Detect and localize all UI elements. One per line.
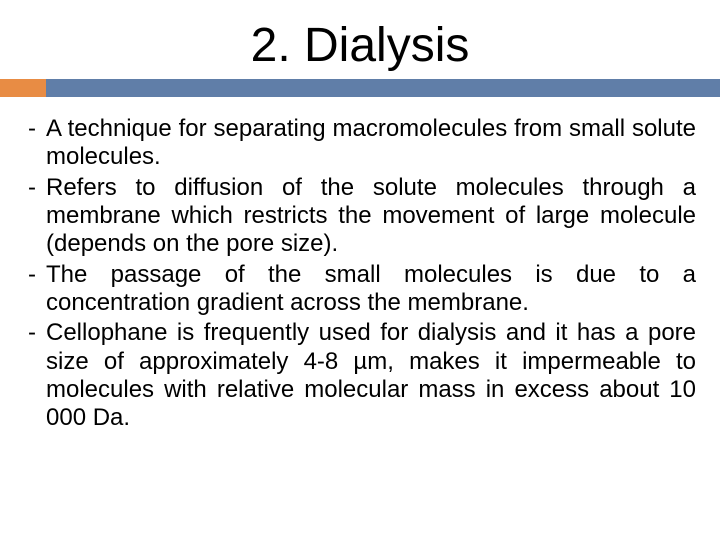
slide-title: 2. Dialysis bbox=[0, 0, 720, 79]
accent-bar bbox=[0, 79, 720, 97]
list-item: Refers to diffusion of the solute molecu… bbox=[24, 174, 696, 259]
bullet-list: A technique for separating macromolecule… bbox=[24, 115, 696, 432]
list-item: Cellophane is frequently used for dialys… bbox=[24, 319, 696, 432]
list-item: A technique for separating macromolecule… bbox=[24, 115, 696, 172]
accent-bar-left bbox=[0, 79, 46, 97]
accent-bar-right bbox=[46, 79, 720, 97]
body-area: A technique for separating macromolecule… bbox=[0, 97, 720, 432]
list-item: The passage of the small molecules is du… bbox=[24, 261, 696, 318]
slide: 2. Dialysis A technique for separating m… bbox=[0, 0, 720, 540]
